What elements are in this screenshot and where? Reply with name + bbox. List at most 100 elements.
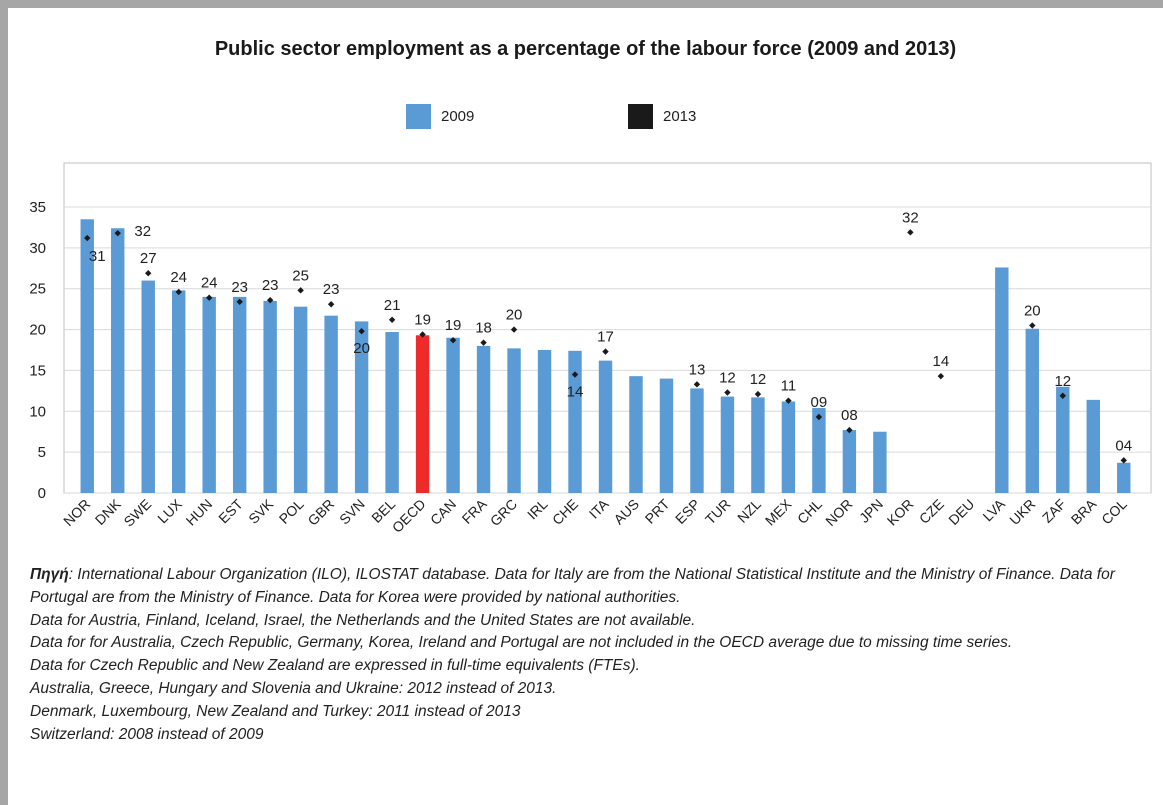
x-tick-label: GRC — [487, 496, 520, 529]
x-tick-label: NOR — [822, 496, 855, 529]
marker-2013-che — [571, 371, 579, 378]
marker-2013-tur — [724, 389, 731, 396]
legend-label-2013: 2013 — [663, 108, 697, 125]
data-label: 23 — [262, 277, 279, 294]
bar-2009-gbr — [324, 315, 338, 493]
marker-2013-cze — [937, 372, 945, 380]
x-tick-label: CAN — [427, 496, 459, 528]
marker-2013-can — [449, 336, 457, 344]
y-tick-label: 25 — [29, 281, 46, 298]
data-label: 31 — [89, 248, 106, 265]
x-tick-label: NZL — [734, 496, 764, 526]
data-label: 18 — [475, 320, 492, 337]
data-label: 25 — [292, 267, 309, 284]
x-tick-label: AUS — [610, 496, 642, 528]
x-tick-label: DEU — [945, 496, 977, 528]
x-tick-label: LUX — [154, 495, 185, 526]
source-label: Πηγή — [30, 566, 69, 583]
legend-item-2009: 2009 — [406, 104, 474, 129]
marker-2013-col — [1120, 457, 1127, 464]
marker-2013-svn — [358, 328, 365, 335]
source-note-2: Data for Austria, Finland, Iceland, Isra… — [30, 611, 696, 629]
y-tick-label: 20 — [29, 322, 46, 339]
x-tick-label: GBR — [304, 496, 337, 529]
marker-2013-ukr — [1029, 322, 1036, 329]
x-tick-label: EST — [215, 495, 246, 526]
x-tick-label: OECD — [389, 496, 429, 536]
source-note-7: Switzerland: 2008 instead of 2009 — [30, 725, 264, 743]
data-label: 08 — [841, 407, 858, 424]
x-tick-label: PRT — [642, 495, 673, 526]
marker-2013-bel — [388, 316, 396, 323]
bar-2009-zaf — [1056, 386, 1070, 493]
source-notes: Πηγή: International Labour Organization … — [30, 564, 1155, 746]
x-tick-label: DNK — [92, 495, 125, 528]
x-tick-label: CZE — [916, 496, 947, 527]
marker-2013-ita — [602, 348, 609, 355]
x-tick-label: MEX — [762, 495, 795, 528]
data-label: 21 — [384, 297, 401, 314]
bar-2009-tur — [720, 396, 735, 493]
bar-2009-nor — [80, 219, 94, 493]
bar-2009-esp — [690, 388, 704, 493]
x-tick-label: FRA — [459, 495, 491, 527]
x-tick-label: CHE — [549, 496, 581, 528]
marker-2013-chl — [815, 413, 823, 421]
marker-2013-grc — [510, 326, 518, 333]
marker-2013-lux — [175, 288, 182, 296]
legend-label-2009: 2009 — [441, 108, 475, 125]
marker-2013-dnk — [114, 229, 121, 237]
data-label: 24 — [170, 269, 187, 286]
bar-2009-dnk — [111, 228, 125, 493]
bar-2009-jpn — [873, 431, 887, 493]
marker-2013-nor — [846, 426, 853, 434]
x-tick-label: IRL — [524, 496, 551, 523]
y-tick-label: 5 — [38, 444, 46, 461]
x-tick-label: POL — [276, 496, 307, 527]
bar-2009-nzl — [751, 397, 765, 493]
source-note-6: Denmark, Luxembourg, New Zealand and Tur… — [30, 702, 521, 720]
data-label: 32 — [134, 223, 151, 240]
data-label: 20 — [506, 307, 523, 324]
marker-2013-esp — [693, 381, 701, 388]
bar-2009-oecd — [415, 335, 430, 493]
x-tick-label: TUR — [702, 496, 734, 528]
bar-2009-bel — [385, 332, 399, 493]
marker-2013-nor — [84, 234, 91, 242]
source-note-5: Australia, Greece, Hungary and Slovenia … — [30, 679, 557, 697]
chart-frame: Public sector employment as a percentage… — [8, 8, 1163, 805]
bar-2009-est — [232, 296, 247, 493]
marker-2013-nzl — [754, 390, 762, 398]
data-label: 12 — [719, 369, 736, 386]
data-label: 20 — [1024, 302, 1041, 319]
y-tick-label: 35 — [29, 199, 46, 216]
bar-2009-nor — [842, 430, 857, 493]
data-label: 23 — [323, 281, 340, 298]
x-tick-label: NOR — [60, 496, 93, 529]
source-note-4: Data for Czech Republic and New Zealand … — [30, 657, 640, 675]
bar-2009-hun — [202, 296, 216, 493]
marker-2013-fra — [480, 339, 487, 346]
chart-title: Public sector employment as a percentage… — [214, 38, 957, 60]
marker-2013-pol — [297, 287, 304, 294]
x-tick-label: SVN — [336, 496, 368, 528]
y-tick-label: 10 — [29, 403, 46, 420]
data-label: 19 — [445, 317, 462, 334]
x-tick-label: ZAF — [1039, 496, 1069, 526]
x-tick-label: ITA — [586, 495, 612, 521]
data-label: 27 — [140, 250, 157, 267]
bar-2009-pol — [293, 306, 308, 493]
x-tick-label: LVA — [979, 495, 1008, 524]
data-label: 14 — [567, 384, 584, 401]
data-label: 09 — [811, 394, 828, 411]
x-tick-label: SWE — [120, 496, 154, 530]
data-label: 12 — [1054, 373, 1071, 390]
data-label: 24 — [201, 275, 218, 292]
x-tick-label: CHL — [794, 496, 825, 527]
data-label: 32 — [902, 209, 919, 226]
bar-2009-irl — [537, 350, 552, 493]
bar-2009-prt — [659, 378, 674, 493]
y-tick-label: 0 — [38, 485, 46, 502]
x-tick-label: JPN — [856, 496, 886, 526]
bar-2009-can — [446, 337, 460, 493]
